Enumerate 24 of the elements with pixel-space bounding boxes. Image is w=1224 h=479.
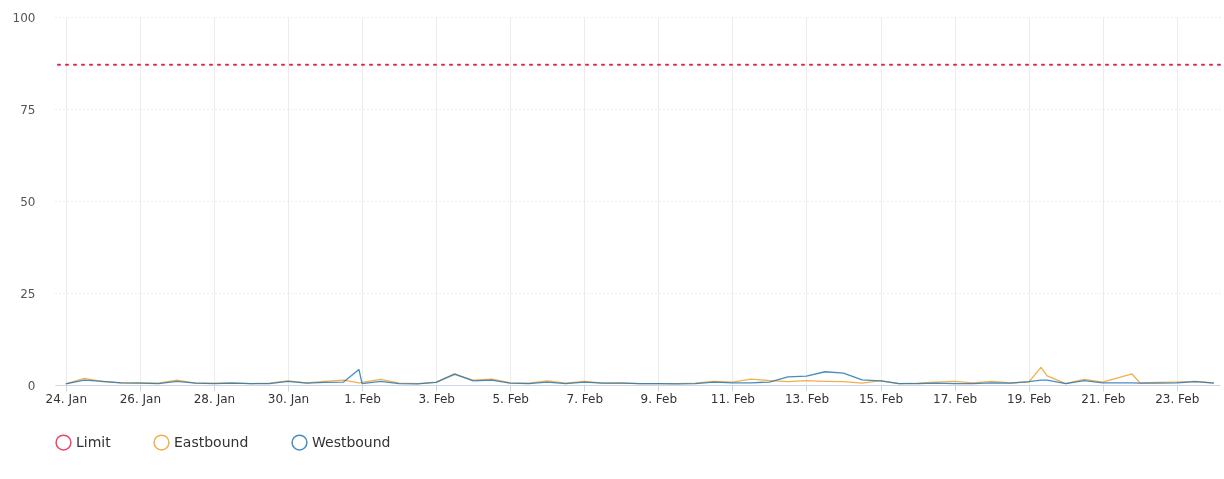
x-tick-label: 15. Feb: [858, 391, 904, 406]
x-tick-label: 3. Feb: [418, 391, 455, 406]
x-tick-label: 7. Feb: [566, 391, 604, 406]
x-tick-label: 17. Feb: [933, 391, 978, 406]
x-tick-label: 21. Feb: [1081, 391, 1126, 406]
x-tick-label: 30. Jan: [267, 391, 310, 406]
x-tick-label: 19. Feb: [1007, 391, 1052, 406]
x-tick-label: 26. Jan: [119, 391, 162, 406]
x-tick-label: 24. Jan: [45, 391, 87, 406]
x-tick-label: 1. Feb: [344, 391, 381, 406]
x-tick-label: 28. Jan: [193, 391, 236, 406]
legend-label: Eastbound: [174, 433, 249, 450]
x-tick-label: 13. Feb: [784, 391, 830, 406]
y-tick-label: 100: [12, 10, 36, 25]
legend-label: Limit: [76, 433, 112, 450]
x-tick-label: 5. Feb: [492, 391, 529, 406]
y-tick-label: 25: [20, 286, 36, 301]
x-tick-label: 9. Feb: [640, 391, 678, 406]
x-tick-label: 23. Feb: [1155, 391, 1200, 406]
legend-label: Westbound: [312, 433, 391, 450]
y-tick-label: 75: [20, 102, 36, 117]
y-tick-label: 50: [20, 194, 36, 209]
y-tick-label: 0: [27, 378, 36, 393]
x-tick-label: 11. Feb: [710, 391, 755, 406]
